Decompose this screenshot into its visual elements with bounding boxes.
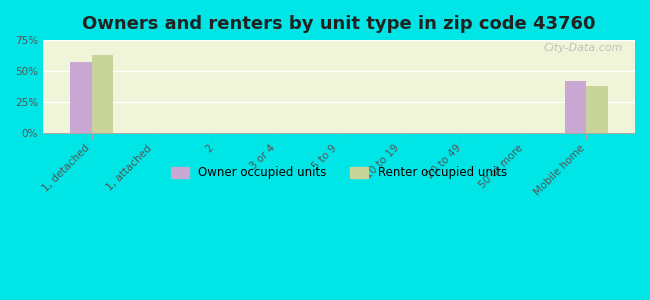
Text: City-Data.com: City-Data.com xyxy=(543,43,623,53)
Bar xyxy=(92,55,113,133)
Bar xyxy=(586,86,608,133)
Bar xyxy=(70,62,92,133)
Title: Owners and renters by unit type in zip code 43760: Owners and renters by unit type in zip c… xyxy=(83,15,596,33)
Legend: Owner occupied units, Renter occupied units: Owner occupied units, Renter occupied un… xyxy=(166,162,512,184)
Bar xyxy=(565,81,586,133)
